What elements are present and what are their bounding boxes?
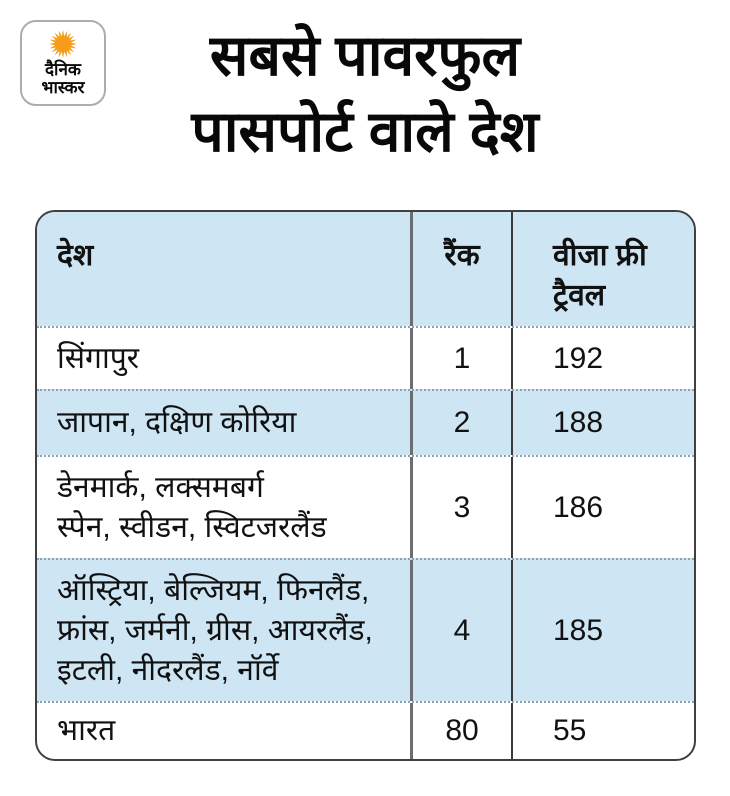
rank-value: 80 — [445, 714, 479, 747]
visa-free-cell: 185 — [513, 560, 694, 701]
page-title: सबसे पावरफुल पासपोर्ट वाले देश — [0, 18, 730, 170]
header-country: देश — [37, 212, 413, 326]
country-value: सिंगापुर — [57, 341, 140, 375]
visa-free-value: 192 — [553, 341, 604, 375]
header-visa-free: वीजा फ्री ट्रैवल — [513, 212, 694, 326]
country-cell: जापान, दक्षिण कोरिया — [37, 391, 413, 455]
country-cell: डेनमार्क, लक्समबर्ग स्पेन, स्वीडन, स्विट… — [37, 457, 413, 558]
visa-free-value: 185 — [553, 613, 604, 647]
page-title-line1: सबसे पावरफुल — [209, 24, 521, 88]
dainik-bhaskar-logo: दैनिक भास्कर — [20, 20, 106, 106]
visa-free-cell: 186 — [513, 457, 694, 558]
visa-free-cell: 188 — [513, 391, 694, 455]
table-row: ऑस्ट्रिया, बेल्जियम, फिनलैंड, फ्रांस, जर… — [37, 558, 694, 701]
rank-cell: 1 — [413, 328, 513, 389]
table-header-row: देश रैंक वीजा फ्री ट्रैवल — [37, 212, 694, 326]
visa-free-value: 186 — [553, 490, 604, 524]
rank-value: 1 — [453, 341, 471, 375]
header-rank: रैंक — [413, 212, 513, 326]
country-value: जापान, दक्षिण कोरिया — [57, 406, 297, 439]
header-country-label: देश — [57, 239, 94, 272]
visa-free-cell: 192 — [513, 328, 694, 389]
sunburst-shape — [49, 30, 77, 58]
page-title-line2: पासपोर्ट वाले देश — [191, 100, 539, 164]
rank-value: 3 — [453, 490, 471, 524]
logo-text: दैनिक भास्कर — [41, 60, 85, 97]
sun-icon — [49, 30, 77, 58]
rank-cell: 2 — [413, 391, 513, 455]
country-cell: सिंगापुर — [37, 328, 413, 389]
rank-value: 2 — [453, 406, 471, 439]
table-row: भारत 80 55 — [37, 701, 694, 759]
visa-free-cell: 55 — [513, 703, 694, 759]
country-value: ऑस्ट्रिया, बेल्जियम, फिनलैंड, फ्रांस, जर… — [57, 573, 373, 687]
rank-value: 4 — [453, 613, 471, 647]
country-cell: भारत — [37, 703, 413, 759]
rank-cell: 80 — [413, 703, 513, 759]
country-value: भारत — [57, 714, 116, 747]
country-value: डेनमार्क, लक्समबर्ग स्पेन, स्वीडन, स्विट… — [57, 470, 327, 544]
country-cell: ऑस्ट्रिया, बेल्जियम, फिनलैंड, फ्रांस, जर… — [37, 560, 413, 701]
header-rank-label: रैंक — [444, 239, 480, 272]
passport-table: देश रैंक वीजा फ्री ट्रैवल सिंगापुर 1 192… — [35, 210, 696, 761]
rank-cell: 4 — [413, 560, 513, 701]
header-visa-free-label: वीजा फ्री ट्रैवल — [553, 239, 647, 312]
table-row: डेनमार्क, लक्समबर्ग स्पेन, स्वीडन, स्विट… — [37, 455, 694, 558]
visa-free-value: 55 — [553, 714, 587, 747]
table-row: जापान, दक्षिण कोरिया 2 188 — [37, 389, 694, 455]
visa-free-value: 188 — [553, 406, 604, 439]
rank-cell: 3 — [413, 457, 513, 558]
table-row: सिंगापुर 1 192 — [37, 326, 694, 389]
